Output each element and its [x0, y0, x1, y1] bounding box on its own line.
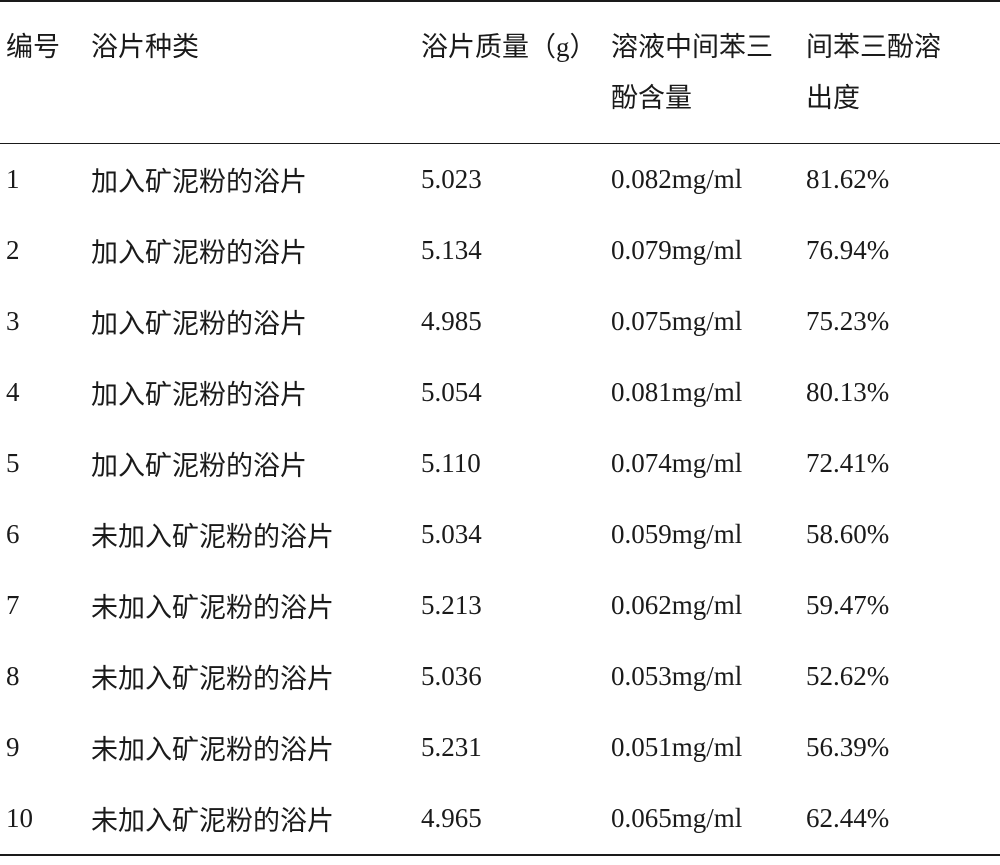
cell-id: 5 [0, 428, 85, 499]
cell-mass: 5.036 [415, 641, 605, 712]
cell-id: 2 [0, 215, 85, 286]
cell-type: 加入矿泥粉的浴片 [85, 357, 415, 428]
cell-id: 6 [0, 499, 85, 570]
cell-diss: 62.44% [800, 783, 1000, 855]
cell-diss: 72.41% [800, 428, 1000, 499]
cell-conc: 0.079mg/ml [605, 215, 800, 286]
cell-type: 未加入矿泥粉的浴片 [85, 783, 415, 855]
col-header-type: 浴片种类 [85, 1, 415, 143]
cell-mass: 5.034 [415, 499, 605, 570]
cell-mass: 4.965 [415, 783, 605, 855]
col-header-conc: 溶液中间苯三 酚含量 [605, 1, 800, 143]
cell-conc: 0.075mg/ml [605, 286, 800, 357]
table-row: 9未加入矿泥粉的浴片5.2310.051mg/ml56.39% [0, 712, 1000, 783]
cell-type: 未加入矿泥粉的浴片 [85, 641, 415, 712]
cell-conc: 0.074mg/ml [605, 428, 800, 499]
cell-mass: 5.231 [415, 712, 605, 783]
cell-type: 未加入矿泥粉的浴片 [85, 499, 415, 570]
cell-id: 9 [0, 712, 85, 783]
cell-id: 3 [0, 286, 85, 357]
table-row: 5加入矿泥粉的浴片5.1100.074mg/ml72.41% [0, 428, 1000, 499]
cell-conc: 0.065mg/ml [605, 783, 800, 855]
table-row: 7未加入矿泥粉的浴片5.2130.062mg/ml59.47% [0, 570, 1000, 641]
table-row: 3加入矿泥粉的浴片4.9850.075mg/ml75.23% [0, 286, 1000, 357]
cell-mass: 5.110 [415, 428, 605, 499]
col-header-diss-line1: 间苯三酚溶 [806, 22, 994, 73]
cell-conc: 0.051mg/ml [605, 712, 800, 783]
col-header-conc-line2: 酚含量 [611, 73, 794, 124]
cell-id: 1 [0, 143, 85, 215]
cell-id: 7 [0, 570, 85, 641]
col-header-diss-line2: 出度 [806, 73, 994, 124]
table-container: 编号 浴片种类 浴片质量（g） 溶液中间苯三 酚含量 间苯三酚溶 出度 1加入矿… [0, 0, 1000, 856]
col-header-mass: 浴片质量（g） [415, 1, 605, 143]
cell-conc: 0.053mg/ml [605, 641, 800, 712]
cell-type: 未加入矿泥粉的浴片 [85, 712, 415, 783]
table-row: 10未加入矿泥粉的浴片4.9650.065mg/ml62.44% [0, 783, 1000, 855]
cell-mass: 5.213 [415, 570, 605, 641]
cell-mass: 4.985 [415, 286, 605, 357]
cell-id: 10 [0, 783, 85, 855]
cell-conc: 0.081mg/ml [605, 357, 800, 428]
cell-id: 8 [0, 641, 85, 712]
cell-conc: 0.059mg/ml [605, 499, 800, 570]
cell-diss: 59.47% [800, 570, 1000, 641]
table-row: 6未加入矿泥粉的浴片5.0340.059mg/ml58.60% [0, 499, 1000, 570]
cell-id: 4 [0, 357, 85, 428]
cell-diss: 81.62% [800, 143, 1000, 215]
data-table: 编号 浴片种类 浴片质量（g） 溶液中间苯三 酚含量 间苯三酚溶 出度 1加入矿… [0, 0, 1000, 856]
cell-diss: 52.62% [800, 641, 1000, 712]
cell-mass: 5.054 [415, 357, 605, 428]
table-row: 4加入矿泥粉的浴片5.0540.081mg/ml80.13% [0, 357, 1000, 428]
cell-type: 未加入矿泥粉的浴片 [85, 570, 415, 641]
col-header-diss: 间苯三酚溶 出度 [800, 1, 1000, 143]
table-body: 1加入矿泥粉的浴片5.0230.082mg/ml81.62%2加入矿泥粉的浴片5… [0, 143, 1000, 855]
cell-conc: 0.082mg/ml [605, 143, 800, 215]
cell-diss: 80.13% [800, 357, 1000, 428]
cell-mass: 5.023 [415, 143, 605, 215]
col-header-id: 编号 [0, 1, 85, 143]
cell-type: 加入矿泥粉的浴片 [85, 286, 415, 357]
cell-diss: 56.39% [800, 712, 1000, 783]
cell-diss: 75.23% [800, 286, 1000, 357]
table-row: 1加入矿泥粉的浴片5.0230.082mg/ml81.62% [0, 143, 1000, 215]
table-row: 8未加入矿泥粉的浴片5.0360.053mg/ml52.62% [0, 641, 1000, 712]
cell-type: 加入矿泥粉的浴片 [85, 215, 415, 286]
cell-diss: 58.60% [800, 499, 1000, 570]
table-header-row: 编号 浴片种类 浴片质量（g） 溶液中间苯三 酚含量 间苯三酚溶 出度 [0, 1, 1000, 143]
cell-mass: 5.134 [415, 215, 605, 286]
cell-conc: 0.062mg/ml [605, 570, 800, 641]
cell-diss: 76.94% [800, 215, 1000, 286]
cell-type: 加入矿泥粉的浴片 [85, 428, 415, 499]
table-row: 2加入矿泥粉的浴片5.1340.079mg/ml76.94% [0, 215, 1000, 286]
col-header-conc-line1: 溶液中间苯三 [611, 22, 794, 73]
cell-type: 加入矿泥粉的浴片 [85, 143, 415, 215]
